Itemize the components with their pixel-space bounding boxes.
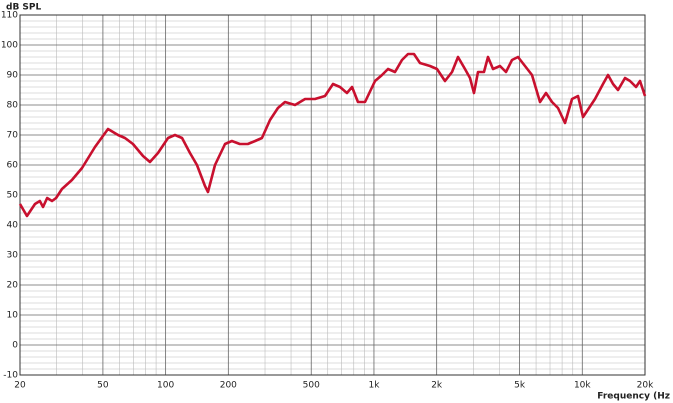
x-tick-label: 200 [220,381,237,391]
x-tick-label: 50 [97,381,109,391]
x-tick-label: 20k [637,381,654,391]
y-tick-label: 70 [7,131,19,141]
x-tick-label: 100 [157,381,174,391]
x-tick-label: 2k [431,381,443,391]
y-axis-label: dB SPL [6,3,42,13]
x-tick-label: 20 [14,381,26,391]
y-tick-label: 110 [1,11,18,21]
plot-border [19,14,646,376]
x-tick-label: 500 [303,381,320,391]
response-curve [18,52,647,218]
x-axis-label: Frequency (Hz [597,392,670,402]
y-tick-label: 80 [7,101,19,111]
y-tick-label: 100 [1,41,18,51]
y-tick-label: 50 [7,191,19,201]
x-tick-label: 5k [514,381,526,391]
y-tick-label: 60 [7,161,19,171]
y-tick-label: 30 [7,251,19,261]
y-tick-label: 20 [7,281,19,291]
y-tick-label: 90 [7,71,19,81]
y-tick-label: -10 [3,371,18,381]
y-tick-label: 10 [7,311,19,321]
y-tick-label: 40 [7,221,19,231]
x-tick-label: 10k [574,381,591,391]
x-tick-label: 1k [368,381,380,391]
y-tick-label: 0 [12,341,18,351]
